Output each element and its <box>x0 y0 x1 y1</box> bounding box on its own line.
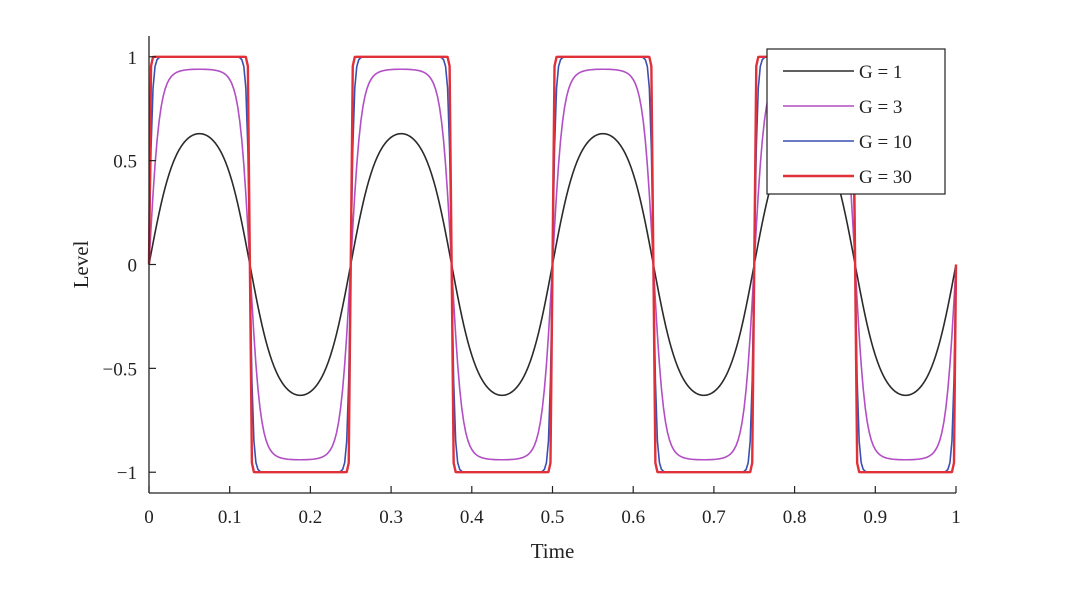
x-axis-title: Time <box>531 539 575 563</box>
x-tick-label: 0.6 <box>621 507 645 528</box>
x-axis-ticks: 0 0.1 0.2 0.3 0.4 0.5 0.6 0.7 0.8 0.9 1 <box>144 486 961 528</box>
x-tick-label: 1 <box>951 507 961 528</box>
legend-box <box>766 48 946 195</box>
y-tick-label: −1 <box>117 463 137 484</box>
y-tick-label: 0.5 <box>113 152 137 173</box>
legend-label: G = 10 <box>859 132 912 153</box>
x-tick-label: 0.8 <box>783 507 807 528</box>
x-tick-label: 0.5 <box>541 507 565 528</box>
x-tick-label: 0.7 <box>702 507 726 528</box>
legend: G = 1 G = 3 G = 10 G = 30 <box>766 48 946 195</box>
x-tick-label: 0.2 <box>299 507 323 528</box>
y-axis-ticks: 1 0.5 0 −0.5 −1 <box>103 48 156 484</box>
legend-label: G = 30 <box>859 167 912 188</box>
y-axis-title: Level <box>69 240 93 288</box>
y-tick-label: 1 <box>128 48 138 69</box>
legend-label: G = 3 <box>859 97 902 118</box>
legend-label: G = 1 <box>859 62 902 83</box>
x-tick-label: 0 <box>144 507 154 528</box>
y-tick-label: 0 <box>128 256 138 277</box>
x-tick-label: 0.9 <box>863 507 887 528</box>
plot-area: 0 0.1 0.2 0.3 0.4 0.5 0.6 0.7 0.8 0.9 1 1 0.5 0 −0.5 −… <box>103 36 961 528</box>
x-tick-label: 0.3 <box>379 507 403 528</box>
x-tick-label: 0.4 <box>460 507 484 528</box>
x-tick-label: 0.1 <box>218 507 242 528</box>
y-tick-label: −0.5 <box>103 359 137 380</box>
